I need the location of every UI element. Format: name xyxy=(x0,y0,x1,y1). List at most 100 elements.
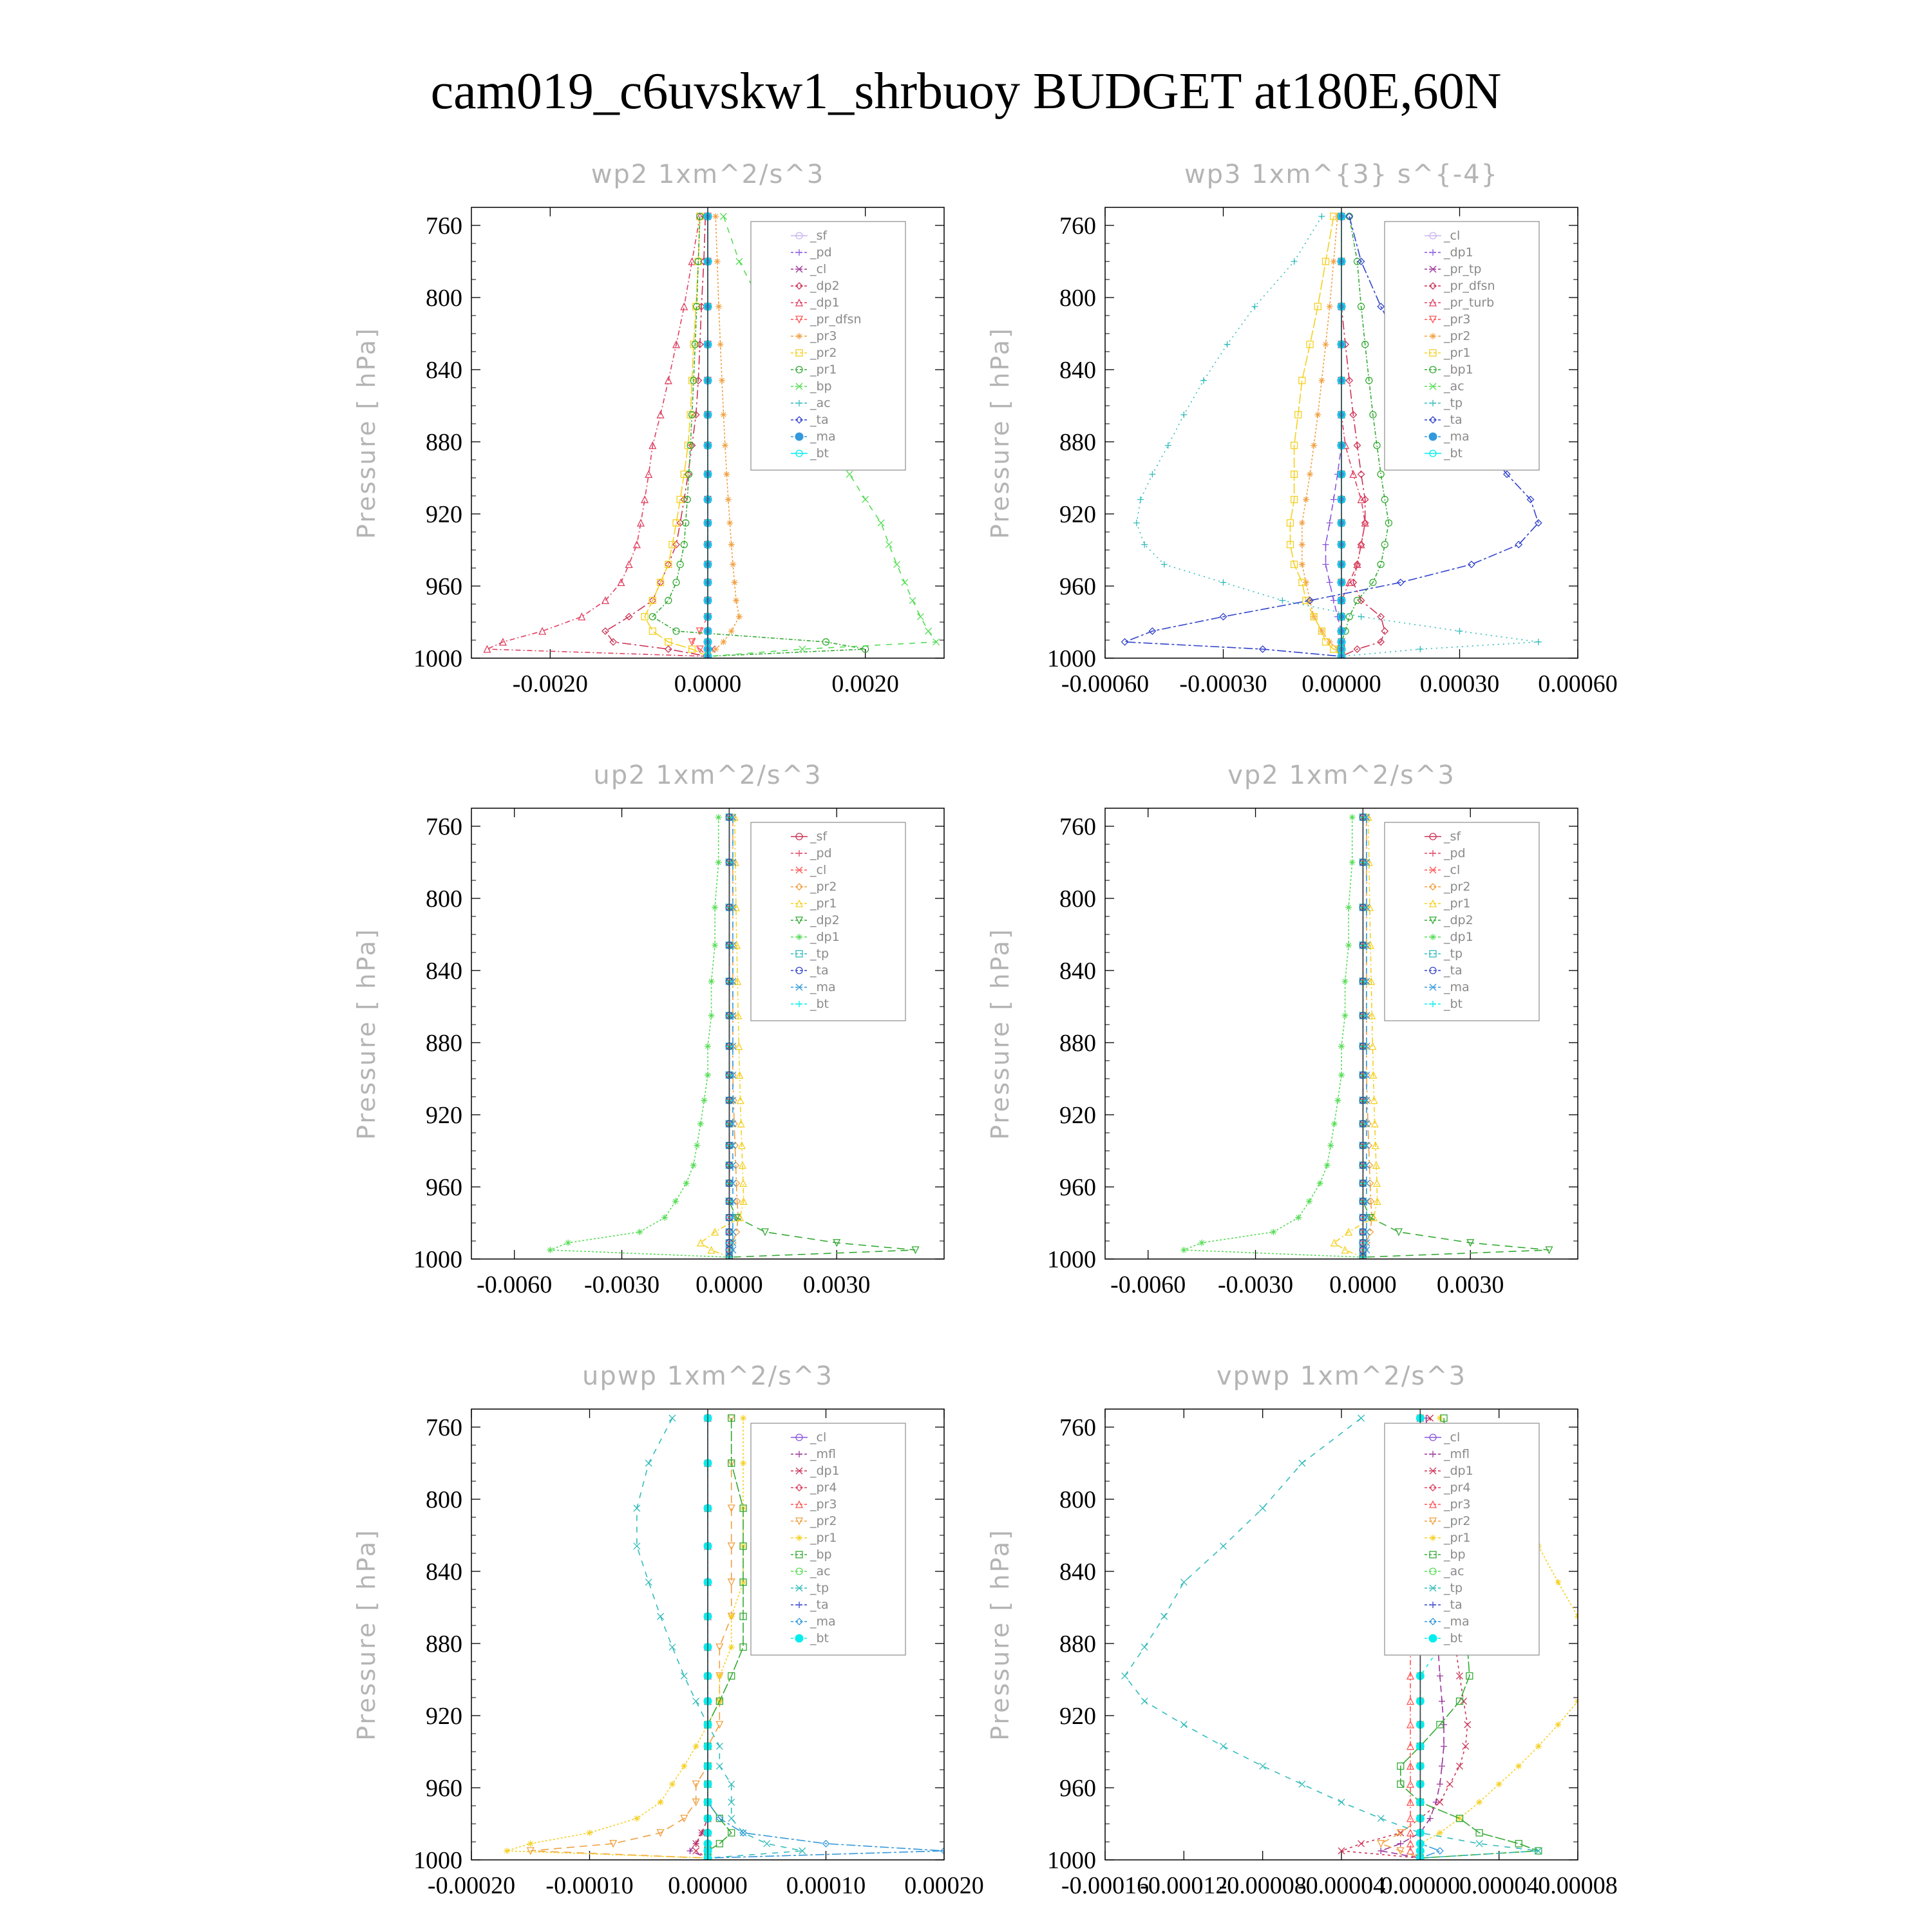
data-point xyxy=(735,1070,744,1079)
data-point xyxy=(736,1096,744,1104)
data-point xyxy=(1475,1840,1483,1848)
legend-label: _cl xyxy=(1443,863,1460,877)
legend: _cl _dp1 _pr_tp _pr_dfsn _pr_turb _pr3 _pr2 _pr… xyxy=(1384,221,1540,471)
chart-panel: wp2 1xm^2/s^3 Pressure [ hPa] 760 800 840 880… xyxy=(352,160,945,697)
data-point xyxy=(1357,258,1365,265)
legend-label: _pd xyxy=(810,846,832,860)
legend-marker xyxy=(1430,249,1436,256)
data-point xyxy=(739,1179,748,1188)
data-point xyxy=(692,1840,700,1848)
data-point xyxy=(1180,1247,1188,1253)
data-point xyxy=(668,1781,676,1788)
data-point xyxy=(1363,942,1370,949)
data-point xyxy=(668,540,676,549)
y-tick-label: 760 xyxy=(426,1414,462,1441)
data-point xyxy=(609,638,618,646)
data-point xyxy=(1148,627,1157,635)
data-point xyxy=(1298,1459,1306,1467)
data-point xyxy=(732,941,741,949)
data-point xyxy=(1318,213,1325,220)
data-point xyxy=(885,541,893,549)
data-point xyxy=(1432,1799,1439,1806)
data-point xyxy=(1535,638,1542,645)
data-point xyxy=(1322,541,1329,548)
data-point xyxy=(739,1578,747,1586)
legend-marker xyxy=(796,850,802,857)
data-point xyxy=(1323,1162,1331,1169)
data-point xyxy=(1476,1799,1483,1806)
data-point xyxy=(1406,1697,1415,1705)
legend-marker xyxy=(796,934,802,940)
legend-label: _bp xyxy=(810,1548,832,1562)
data-point xyxy=(1345,376,1354,384)
legend-box xyxy=(750,221,906,471)
legend-label: _pd xyxy=(810,245,832,260)
data-point xyxy=(728,1459,735,1467)
data-point xyxy=(1366,941,1375,949)
data-point xyxy=(687,1848,694,1854)
legend-label: _cl xyxy=(1443,1430,1460,1444)
legend-label: _pr_tp xyxy=(1443,262,1481,276)
data-point xyxy=(1377,303,1385,310)
data-point xyxy=(1467,560,1475,569)
y-tick-label: 960 xyxy=(426,1775,462,1802)
data-point xyxy=(727,1542,735,1551)
data-point xyxy=(1555,1721,1562,1728)
data-point xyxy=(1149,471,1156,478)
data-point xyxy=(1121,638,1129,646)
data-point xyxy=(1369,1070,1378,1079)
data-point xyxy=(735,1042,743,1050)
y-tick-label: 960 xyxy=(426,573,462,600)
data-point xyxy=(739,1643,747,1651)
data-point xyxy=(683,1180,690,1187)
legend-label: _dp2 xyxy=(1443,913,1473,927)
data-point xyxy=(672,578,680,587)
legend-marker xyxy=(795,833,803,840)
data-point xyxy=(1286,540,1294,549)
data-point xyxy=(729,1120,737,1128)
data-point xyxy=(1370,1096,1378,1104)
legend-label: _ma xyxy=(810,1615,836,1629)
data-point xyxy=(1331,1121,1338,1127)
data-point xyxy=(649,612,657,621)
legend-marker xyxy=(1429,383,1437,390)
data-point xyxy=(1595,1672,1601,1679)
x-tick-label: -0.0020 xyxy=(513,670,588,697)
legend-label: _ma xyxy=(1443,430,1470,444)
series-line xyxy=(487,216,708,657)
legend: _cl _mfl _dp1 _pr4 _pr3 _pr2 _pr1 _bp _ac _tp _ta _… xyxy=(750,1423,906,1656)
data-point xyxy=(1302,579,1309,586)
series-line xyxy=(1325,216,1342,657)
data-point xyxy=(680,470,688,478)
data-point xyxy=(739,1504,747,1512)
data-point xyxy=(527,1840,534,1847)
data-point xyxy=(1456,1762,1463,1770)
data-point xyxy=(1318,628,1325,634)
legend-label: _cl xyxy=(810,262,826,276)
data-point xyxy=(661,1214,668,1221)
legend: _sf _pd _cl _pr2 _pr1 _dp2 _dp1 _tp _ta _ma _bt xyxy=(1384,822,1540,1021)
data-point xyxy=(688,257,696,265)
series-line xyxy=(691,216,708,657)
legend-marker xyxy=(795,1634,804,1643)
data-point xyxy=(1326,638,1333,645)
data-point xyxy=(1464,1721,1472,1728)
panel-title: vp2 1xm^2/s^3 xyxy=(1227,761,1455,790)
series-line xyxy=(707,216,740,657)
data-point xyxy=(712,646,719,652)
chart-panels: wp2 1xm^2/s^3 Pressure [ hPa] 760 800 840 880… xyxy=(352,160,1618,1899)
data-point xyxy=(707,1245,715,1254)
x-tick-label: 0.00060 xyxy=(1538,670,1618,697)
data-point xyxy=(696,627,704,636)
legend-label: _dp1 xyxy=(810,296,840,310)
legend-marker xyxy=(795,883,803,891)
data-point xyxy=(1358,1840,1365,1848)
x-tick-label: -0.00010 xyxy=(545,1872,633,1899)
data-point xyxy=(1341,1012,1349,1019)
data-point xyxy=(1345,904,1352,911)
panel-title: up2 1xm^2/s^3 xyxy=(593,761,822,790)
legend-label: _pr1 xyxy=(810,363,837,377)
data-point xyxy=(1338,1043,1345,1050)
data-point xyxy=(1349,814,1356,820)
legend-label: _ma xyxy=(810,980,836,994)
